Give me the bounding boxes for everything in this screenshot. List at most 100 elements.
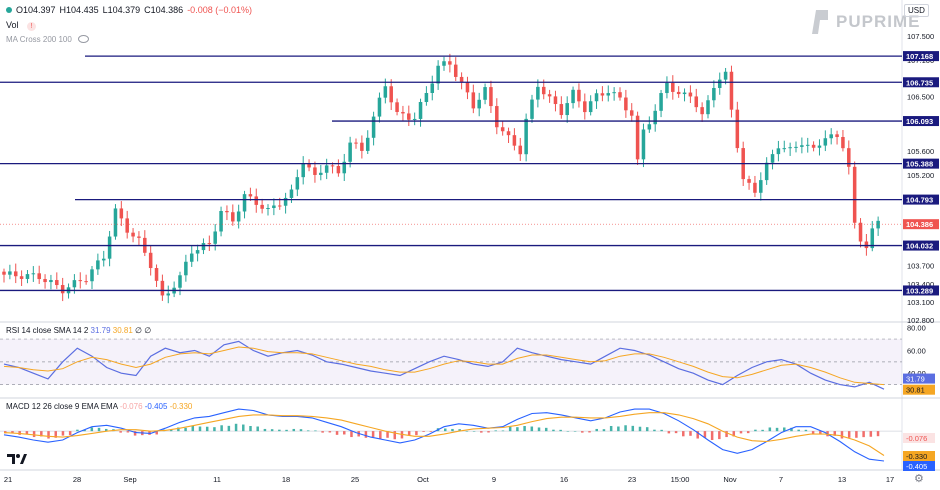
macd-histogram-bar: [292, 428, 296, 432]
macd-histogram-bar: [537, 427, 541, 432]
macd-histogram-bar: [444, 428, 447, 432]
candle-body: [418, 102, 423, 119]
candle-body: [870, 228, 875, 249]
candle-body: [96, 260, 100, 270]
time-tick-label: 25: [351, 475, 359, 484]
macd-histogram-bar: [595, 428, 598, 432]
candle-body: [225, 211, 229, 213]
rsi-tick-label: 60.00: [907, 346, 926, 355]
level-tag-label: 107.168: [906, 52, 933, 61]
volume-legend[interactable]: Vol !: [6, 20, 37, 31]
macd-histogram-bar: [25, 431, 29, 435]
candle-body: [805, 144, 810, 146]
candle-body: [600, 93, 605, 96]
macd-histogram-bar: [581, 431, 584, 433]
macd-histogram-bar: [285, 429, 288, 432]
macd-histogram-bar: [682, 431, 685, 437]
macd-histogram-bar: [242, 424, 245, 432]
candle-body: [365, 137, 370, 151]
rsi-legend[interactable]: RSI 14 close SMA 14 2 31.79 30.81 ∅ ∅: [6, 326, 151, 335]
candle-body: [647, 124, 652, 130]
level-tag-label: 104.793: [906, 196, 933, 205]
level-tag-bg: [903, 240, 939, 251]
candle-body: [788, 147, 792, 149]
symbol-status-dot: [6, 7, 12, 13]
ohlc-high: H104.435: [59, 5, 99, 15]
candle-body: [383, 86, 388, 98]
candle-body: [31, 273, 36, 275]
candle-body: [723, 71, 728, 80]
candle-body: [823, 138, 828, 146]
macd-histogram-bar: [689, 431, 692, 436]
candle-body: [236, 211, 241, 222]
settings-gear-icon[interactable]: ⚙: [914, 473, 924, 485]
macd-histogram-bar: [617, 426, 620, 432]
candle-body: [101, 258, 106, 261]
candle-body: [729, 71, 734, 110]
time-tick-label: Sep: [123, 475, 136, 484]
time-tick-label: Oct: [417, 475, 430, 484]
macd-histogram-bar: [386, 431, 389, 438]
macd-legend[interactable]: MACD 12 26 close 9 EMA EMA -0.076 -0.405…: [6, 402, 192, 411]
ohlc-change: -0.008 (−0.01%): [187, 5, 252, 15]
warning-icon[interactable]: !: [27, 22, 37, 31]
brand-logo: PUPRIME: [810, 8, 920, 36]
time-tick-label: 15:00: [671, 475, 690, 484]
macd-histogram-bar: [573, 431, 577, 432]
macd-histogram-bar: [725, 431, 728, 438]
candle-body: [770, 154, 775, 163]
candle-body: [547, 94, 552, 97]
candle-body: [166, 293, 171, 296]
candle-body: [641, 129, 646, 160]
candle-body: [747, 179, 751, 183]
candle-body: [876, 220, 880, 229]
macd-histogram-bar: [191, 426, 195, 432]
macd-histogram-bar: [739, 431, 743, 434]
candle-body: [360, 142, 364, 151]
candle-body: [242, 194, 247, 212]
candle-body: [764, 162, 769, 181]
candle-body: [712, 87, 716, 101]
level-tag-bg: [903, 285, 939, 296]
candle-body: [201, 243, 206, 251]
candle-body: [671, 82, 675, 92]
macd-signal-value: -0.330: [169, 402, 193, 411]
price-tick-label: 107.500: [907, 32, 934, 41]
macd-histogram-bar: [710, 431, 714, 440]
candle-body: [90, 269, 94, 282]
macd-histogram-bar: [847, 431, 851, 438]
eye-hidden-icon[interactable]: [78, 35, 90, 43]
level-tag-bg: [903, 116, 939, 127]
macd-histogram-bar: [429, 431, 433, 432]
candle-body: [324, 165, 329, 173]
ma-legend[interactable]: MA Cross 200 100: [6, 34, 90, 44]
time-tick-label: 7: [779, 475, 783, 484]
candle-body: [330, 165, 335, 167]
macd-histogram-bar: [104, 428, 108, 432]
candle-body: [794, 146, 798, 148]
candle-body: [495, 106, 499, 128]
candle-body: [125, 218, 129, 233]
candle-body: [635, 115, 640, 160]
price-tick-label: 103.400: [907, 280, 934, 289]
candle-body: [248, 194, 253, 197]
brand-name: PUPRIME: [836, 12, 921, 31]
candle-body: [207, 243, 212, 245]
macd-histogram-bar: [393, 431, 397, 440]
candle-body: [401, 111, 405, 114]
currency-button[interactable]: USD: [904, 4, 929, 17]
candle-body: [189, 253, 194, 262]
macd-histogram-bar: [407, 431, 411, 436]
macd-histogram-bar: [321, 431, 324, 433]
rsi-value-tag-label: 31.79: [906, 375, 925, 384]
candle-body: [847, 148, 851, 167]
rsi-empty-1: ∅: [135, 326, 142, 335]
rsi-sma-value: 30.81: [112, 326, 133, 335]
candle-body: [354, 142, 358, 144]
candle-body: [412, 118, 417, 120]
candle-body: [489, 87, 493, 107]
macd-histogram-bar: [256, 426, 259, 432]
macd-histogram-bar: [451, 428, 454, 432]
price-tick-label: 103.100: [907, 298, 934, 307]
